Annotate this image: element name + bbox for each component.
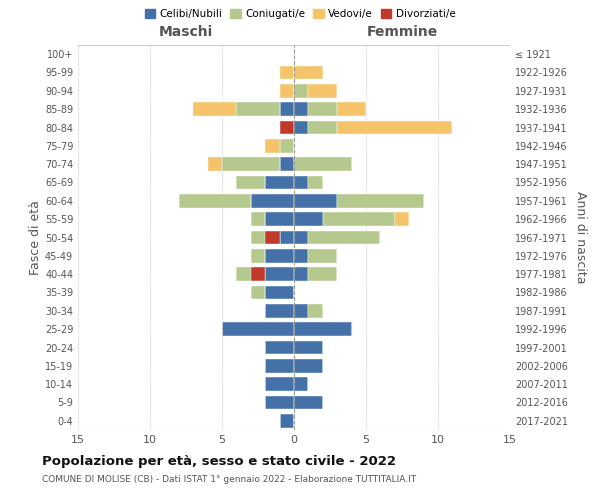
Bar [280, 120, 294, 134]
Bar [251, 268, 265, 281]
Bar [337, 120, 452, 134]
Bar [265, 230, 280, 244]
Bar [308, 84, 337, 98]
Bar [265, 304, 294, 318]
Bar [294, 102, 308, 116]
Bar [280, 158, 294, 171]
Bar [265, 359, 294, 372]
Bar [294, 322, 352, 336]
Bar [294, 396, 323, 409]
Bar [308, 120, 337, 134]
Bar [280, 102, 294, 116]
Bar [251, 212, 265, 226]
Bar [337, 194, 424, 207]
Bar [280, 120, 294, 134]
Bar [179, 194, 251, 207]
Bar [294, 304, 308, 318]
Y-axis label: Fasce di età: Fasce di età [29, 200, 42, 275]
Bar [294, 359, 323, 372]
Bar [193, 102, 236, 116]
Bar [308, 249, 337, 262]
Bar [265, 139, 280, 152]
Bar [294, 158, 352, 171]
Bar [323, 212, 395, 226]
Bar [265, 396, 294, 409]
Bar [294, 120, 308, 134]
Bar [280, 139, 294, 152]
Bar [265, 176, 294, 190]
Bar [294, 212, 323, 226]
Bar [294, 66, 323, 80]
Bar [337, 102, 366, 116]
Text: COMUNE DI MOLISE (CB) - Dati ISTAT 1° gennaio 2022 - Elaborazione TUTTITALIA.IT: COMUNE DI MOLISE (CB) - Dati ISTAT 1° ge… [42, 475, 416, 484]
Bar [308, 304, 323, 318]
Bar [251, 249, 265, 262]
Bar [280, 414, 294, 428]
Bar [265, 286, 294, 300]
Bar [251, 286, 265, 300]
Bar [265, 378, 294, 391]
Bar [294, 249, 308, 262]
Bar [294, 378, 308, 391]
Bar [294, 194, 337, 207]
Bar [236, 176, 265, 190]
Bar [265, 249, 294, 262]
Bar [294, 84, 308, 98]
Bar [251, 230, 280, 244]
Bar [280, 84, 294, 98]
Bar [395, 212, 409, 226]
Legend: Celibi/Nubili, Coniugati/e, Vedovi/e, Divorziati/e: Celibi/Nubili, Coniugati/e, Vedovi/e, Di… [140, 5, 460, 24]
Bar [251, 194, 294, 207]
Bar [308, 176, 323, 190]
Text: Femmine: Femmine [367, 26, 437, 40]
Bar [294, 230, 308, 244]
Text: Popolazione per età, sesso e stato civile - 2022: Popolazione per età, sesso e stato civil… [42, 455, 396, 468]
Bar [222, 158, 280, 171]
Bar [208, 158, 222, 171]
Bar [280, 66, 294, 80]
Bar [294, 340, 323, 354]
Bar [222, 322, 294, 336]
Bar [265, 340, 294, 354]
Bar [294, 268, 308, 281]
Bar [236, 102, 280, 116]
Y-axis label: Anni di nascita: Anni di nascita [574, 191, 587, 284]
Bar [265, 212, 294, 226]
Text: Maschi: Maschi [159, 26, 213, 40]
Bar [308, 102, 337, 116]
Bar [308, 268, 337, 281]
Bar [236, 268, 265, 281]
Bar [280, 230, 294, 244]
Bar [265, 268, 294, 281]
Bar [294, 176, 308, 190]
Bar [308, 230, 380, 244]
